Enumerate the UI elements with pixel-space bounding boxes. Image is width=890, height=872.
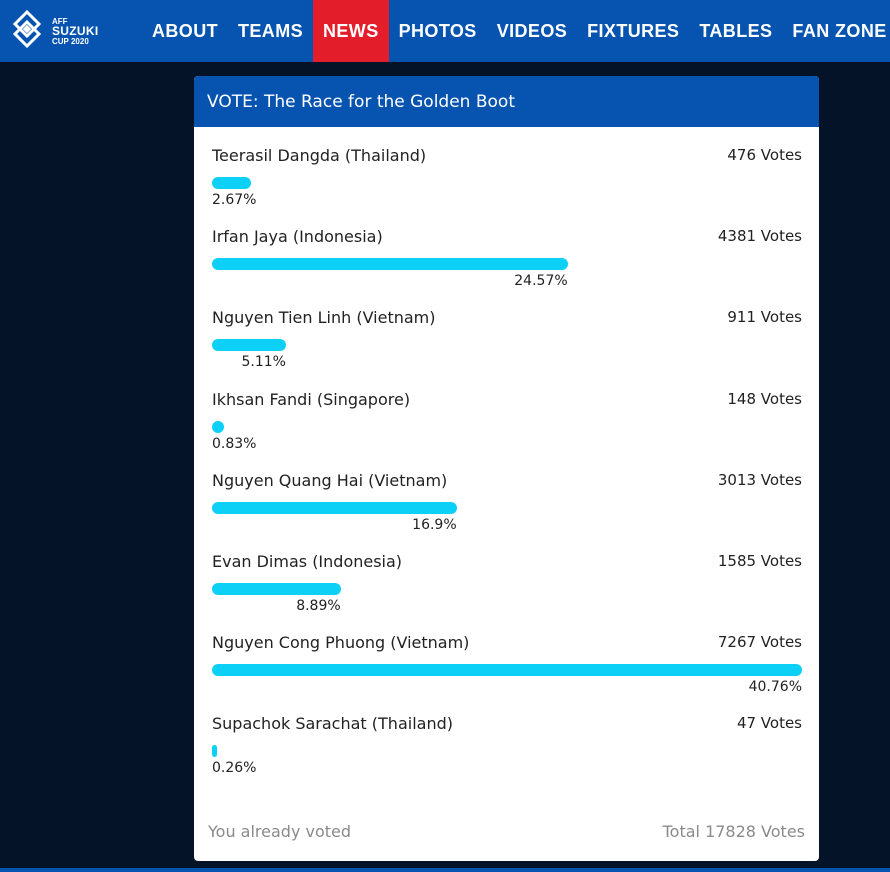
poll-options: Teerasil Dangda (Thailand) 476 Votes 2.67%…	[212, 146, 802, 796]
poll-status: You already voted	[208, 822, 352, 841]
logo-wordmark: AFF SUZUKI CUP 2020	[52, 17, 99, 47]
poll-option-percent: 24.57%	[514, 273, 568, 290]
poll-option-bar	[212, 664, 802, 677]
logo-emblem-icon	[12, 10, 42, 48]
top-navigation-bar: AFF SUZUKI CUP 2020 ABOUT TEAMS NEWS PHOTOS…	[0, 0, 890, 62]
poll-option-votes: 4381 Votes	[717, 227, 802, 246]
poll-option: Irfan Jaya (Indonesia) 4381 Votes 24.57%	[212, 227, 802, 308]
poll-option-name: Supachok Sarachat (Thailand)	[212, 714, 453, 734]
poll-option-name: Nguyen Cong Phuong (Vietnam)	[212, 633, 470, 653]
poll-option: Evan Dimas (Indonesia) 1585 Votes 8.89%	[212, 552, 802, 633]
poll-option-name: Nguyen Tien Linh (Vietnam)	[212, 308, 436, 328]
poll-option-bar	[212, 501, 457, 514]
nav-item-videos[interactable]: VIDEOS	[496, 20, 568, 41]
aff-suzuki-cup-logo[interactable]: AFF SUZUKI CUP 2020	[12, 8, 122, 54]
logo-line-3: CUP 2020	[52, 37, 89, 46]
poll-option-percent: 40.76%	[748, 679, 802, 696]
poll-option-bar	[212, 582, 341, 595]
poll-option-bar	[212, 177, 251, 189]
poll-option: Nguyen Cong Phuong (Vietnam) 7267 Votes 40…	[212, 633, 802, 714]
poll-option-name: Ikhsan Fandi (Singapore)	[212, 389, 411, 409]
poll-option-bar	[212, 420, 224, 433]
nav-item-about[interactable]: ABOUT	[152, 20, 218, 41]
poll-option-percent: 0.26%	[212, 760, 257, 777]
poll-option-votes: 911 Votes	[727, 308, 802, 327]
logo-line-2: SUZUKI	[52, 24, 99, 38]
poll-option-bar	[212, 745, 217, 758]
poll-option-votes: 47 Votes	[736, 714, 802, 733]
poll-option-percent: 16.9%	[412, 516, 457, 533]
nav-item-teams[interactable]: TEAMS	[238, 20, 303, 41]
bottom-divider	[0, 868, 890, 872]
poll-option-percent: 8.89%	[296, 597, 341, 614]
poll-option: Supachok Sarachat (Thailand) 47 Votes 0.26…	[212, 714, 802, 795]
poll-option-percent: 2.67%	[212, 192, 257, 208]
poll-option-votes: 1585 Votes	[717, 551, 802, 570]
poll-option: Nguyen Quang Hai (Vietnam) 3013 Votes 16.9…	[212, 471, 802, 552]
poll-option-name: Irfan Jaya (Indonesia)	[212, 227, 383, 247]
poll-option-percent: 0.83%	[212, 435, 257, 452]
poll-option: Nguyen Tien Linh (Vietnam) 911 Votes 5.11%	[212, 308, 802, 389]
poll-option-name: Teerasil Dangda (Thailand)	[212, 146, 427, 165]
poll-total-votes: Total 17828 Votes	[662, 822, 805, 841]
poll-option-percent: 5.11%	[241, 354, 286, 371]
nav-item-fixtures[interactable]: FIXTURES	[587, 20, 680, 41]
nav-item-news[interactable]: NEWS	[313, 0, 389, 62]
nav-item-photos[interactable]: PHOTOS	[398, 20, 477, 41]
poll-option-votes: 476 Votes	[727, 146, 802, 164]
nav-item-tables[interactable]: TABLES	[699, 20, 773, 41]
poll-option-votes: 3013 Votes	[717, 470, 802, 489]
poll-widget: VOTE: The Race for the Golden Boot Teera…	[194, 76, 819, 861]
logo-line-1: AFF	[52, 17, 68, 26]
poll-option: Teerasil Dangda (Thailand) 476 Votes 2.67%	[212, 146, 802, 227]
nav-item-fan-zone[interactable]: FAN ZONE	[792, 20, 887, 41]
poll-option-votes: 7267 Votes	[717, 633, 802, 652]
poll-option-votes: 148 Votes	[727, 389, 802, 408]
poll-option-name: Evan Dimas (Indonesia)	[212, 551, 403, 571]
main-nav: ABOUT TEAMS NEWS PHOTOS VIDEOS FIXTURES TABLES…	[142, 0, 890, 62]
poll-option-name: Nguyen Quang Hai (Vietnam)	[212, 470, 448, 490]
poll-option-bar	[212, 258, 568, 271]
poll-option: Ikhsan Fandi (Singapore) 148 Votes 0.83%	[212, 390, 802, 471]
poll-option-bar	[212, 339, 286, 352]
poll-title: VOTE: The Race for the Golden Boot	[194, 76, 819, 127]
